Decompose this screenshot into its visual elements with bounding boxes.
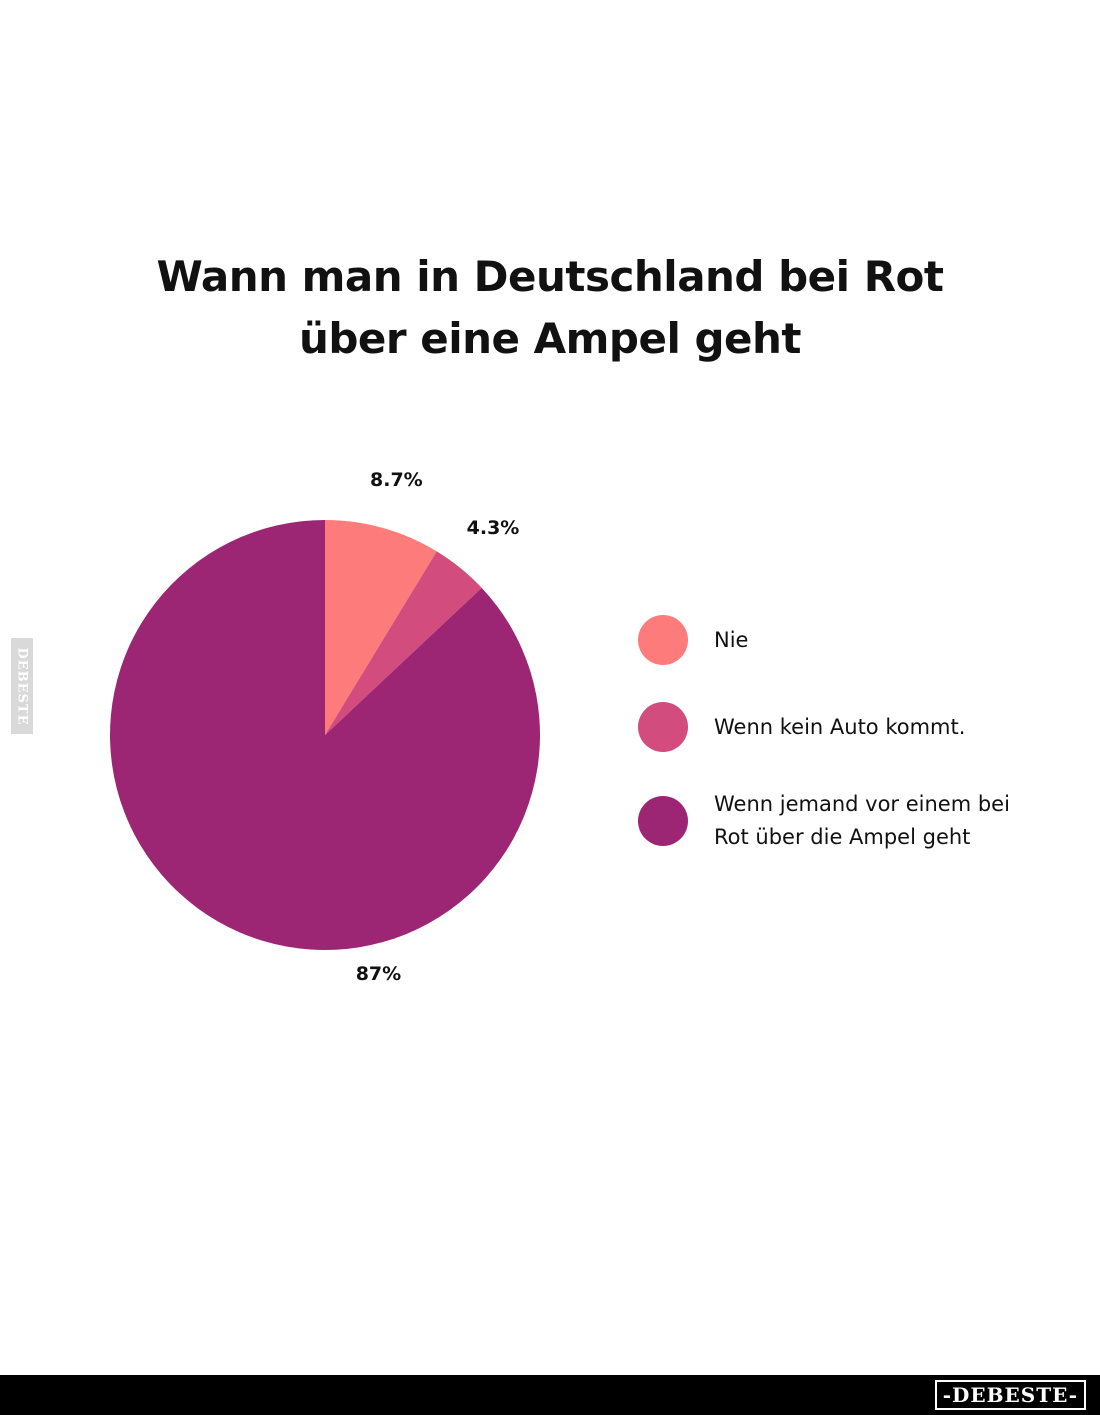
pie-chart	[109, 520, 540, 951]
pie-slice-jemand-vor-einem	[109, 520, 540, 951]
slice-value-label-kein-auto: 4.3%	[466, 516, 520, 539]
side-watermark-text: DEBESTE	[14, 646, 30, 726]
legend-label-kein-auto: Wenn kein Auto kommt.	[714, 714, 966, 739]
slice-value-label-jemand-vor-einem: 87%	[355, 963, 402, 986]
legend-swatch-nie	[638, 615, 688, 665]
chart-title-line-2: über eine Ampel geht	[298, 314, 802, 363]
legend-label-jemand-vor-einem: Wenn jemand vor einem bei Rot über die A…	[714, 792, 1010, 849]
side-watermark-logo: DEBESTE	[11, 638, 33, 734]
legend-item-kein-auto: Wenn kein Auto kommt.	[638, 702, 1044, 752]
legend-label-nie: Nie	[714, 627, 749, 652]
pie-slice-kein-auto	[325, 551, 482, 735]
slice-value-label-nie: 8.7%	[370, 469, 423, 492]
chart-title-line-1: Wann man in Deutschland bei Rot	[156, 252, 944, 301]
chart-title: Wann man in Deutschland bei Rot über ein…	[0, 246, 1100, 370]
legend-swatch-kein-auto	[638, 702, 688, 752]
footer-logo: -DEBESTE-	[934, 1380, 1086, 1410]
legend-item-nie: Nie	[638, 615, 1044, 665]
pie-slice-nie	[325, 520, 437, 735]
footer-bar: -DEBESTE-	[0, 1375, 1100, 1415]
legend-item-jemand-vor-einem: Wenn jemand vor einem bei Rot über die A…	[638, 788, 1044, 854]
legend-swatch-jemand-vor-einem	[638, 796, 688, 846]
